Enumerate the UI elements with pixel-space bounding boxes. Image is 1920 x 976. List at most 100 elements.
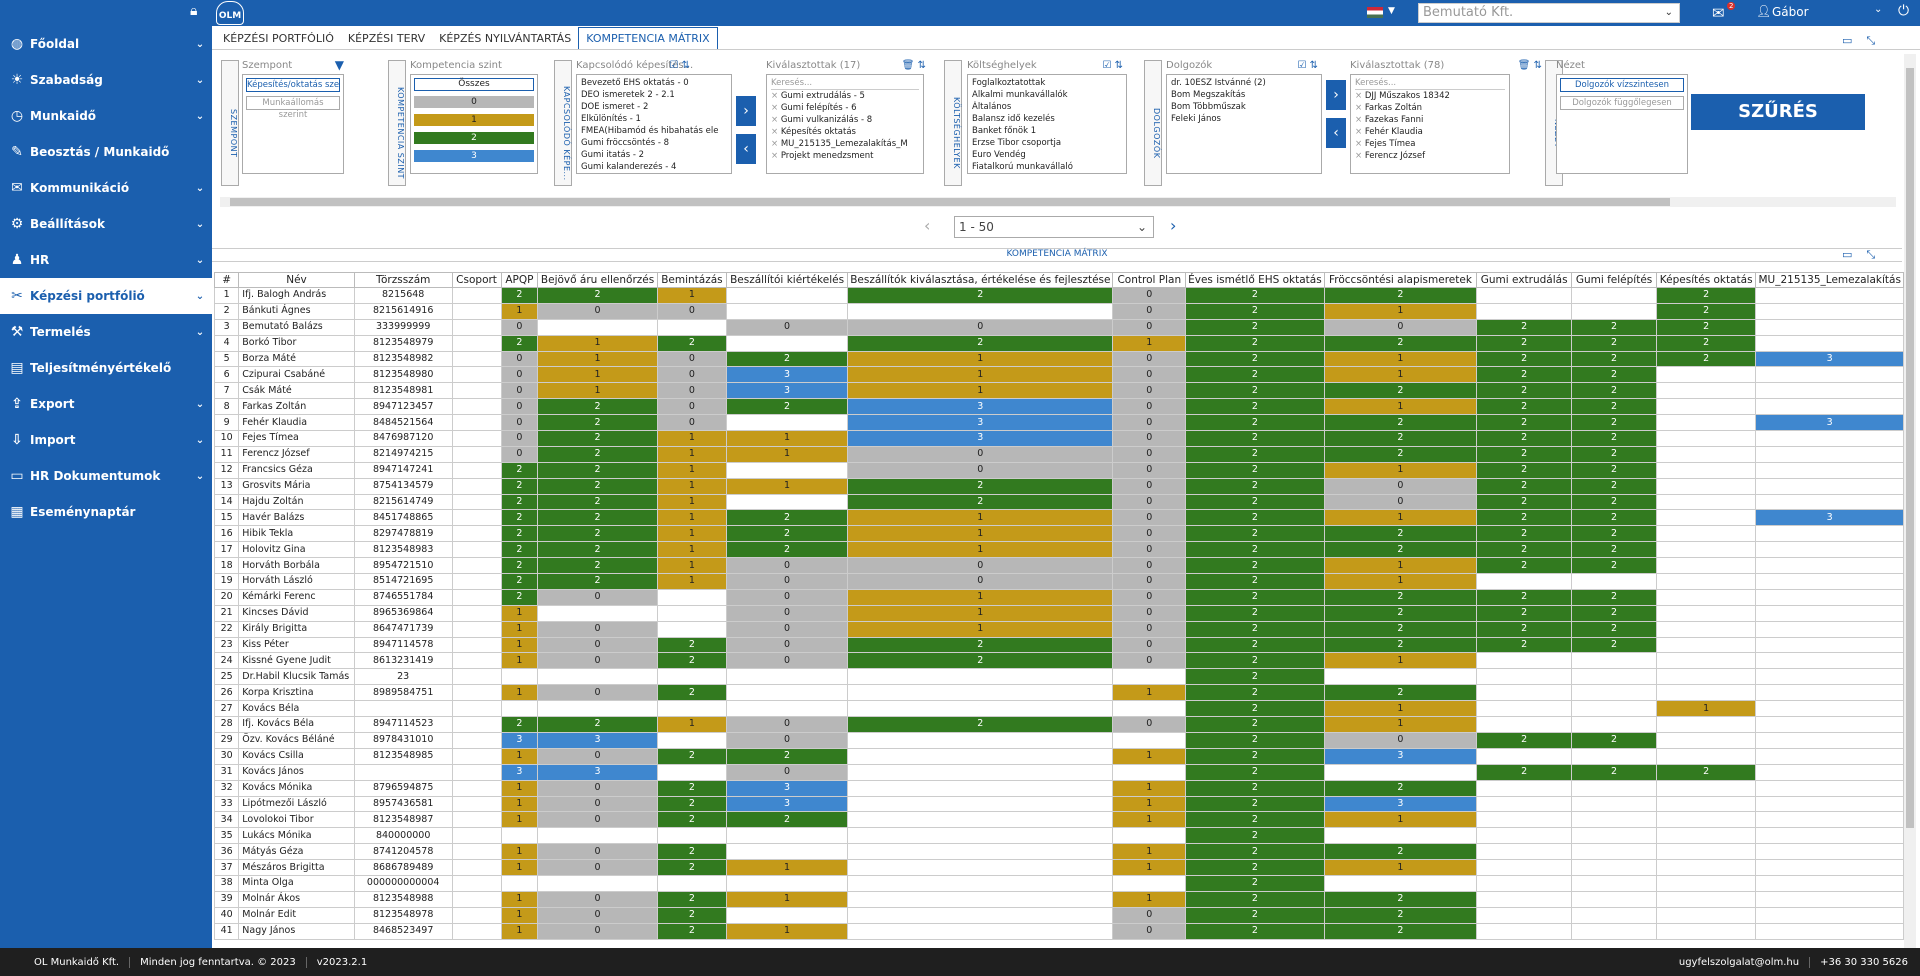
competency-cell[interactable] — [847, 890, 1114, 908]
column-header[interactable]: Név — [238, 272, 355, 288]
competency-cell[interactable]: 1 — [537, 382, 658, 400]
competency-cell[interactable] — [1476, 906, 1573, 924]
competency-cell[interactable] — [1571, 795, 1657, 813]
competency-cell[interactable]: 2 — [1185, 906, 1325, 924]
list-item[interactable]: Bevezető EHS oktatás - 0 — [581, 77, 727, 89]
list-item[interactable]: × Fejes Tímea — [1355, 138, 1505, 150]
competency-cell[interactable]: 2 — [656, 811, 727, 829]
competency-cell[interactable]: 2 — [1476, 763, 1573, 781]
competency-cell[interactable]: 0 — [725, 763, 849, 781]
remove-selected-button[interactable]: ‹ — [736, 134, 756, 164]
tab-3[interactable]: KOMPETENCIA MÁTRIX — [578, 27, 718, 49]
competency-cell[interactable] — [725, 302, 849, 320]
sidebar-item-3[interactable]: ✎ Beosztás / Munkaidő — [0, 134, 212, 170]
competency-cell[interactable]: 2 — [500, 573, 539, 590]
competency-cell[interactable] — [1476, 890, 1573, 908]
competency-cell[interactable]: 0 — [1323, 477, 1478, 495]
competency-cell[interactable]: 1 — [725, 890, 849, 908]
competency-cell[interactable] — [847, 874, 1114, 892]
remove-icon[interactable]: × — [1355, 115, 1365, 125]
competency-cell[interactable]: 1 — [1323, 461, 1478, 479]
competency-cell[interactable] — [1323, 668, 1478, 686]
competency-cell[interactable]: 2 — [537, 573, 658, 590]
competency-cell[interactable] — [1755, 906, 1904, 924]
competency-cell[interactable] — [1571, 652, 1657, 670]
competency-cell[interactable]: 2 — [1476, 445, 1573, 463]
competency-cell[interactable]: 0 — [537, 747, 658, 765]
competency-cell[interactable] — [1655, 414, 1757, 432]
competency-cell[interactable]: 2 — [725, 525, 849, 543]
competency-cell[interactable]: 1 — [1655, 700, 1757, 718]
competency-cell[interactable]: 2 — [500, 509, 539, 527]
competency-cell[interactable]: 0 — [500, 398, 539, 416]
remove-icon[interactable]: × — [1355, 151, 1365, 161]
competency-cell[interactable]: 1 — [537, 334, 658, 352]
competency-cell[interactable]: 1 — [500, 859, 539, 876]
competency-cell[interactable]: 2 — [847, 716, 1114, 733]
table-row[interactable]: 29 Özv. Kovács Béláné 8978431010 3 3 0 2 0 2 2 — [214, 731, 1904, 749]
competency-cell[interactable]: 2 — [1655, 318, 1757, 336]
column-header[interactable]: Fröccsöntési alapismeretek — [1323, 272, 1478, 288]
competency-cell[interactable] — [1571, 811, 1657, 829]
competency-cell[interactable] — [1655, 573, 1757, 590]
table-row[interactable]: 25 Dr.Habil Klucsik Tamás 23 2 — [214, 668, 1904, 686]
tab-0[interactable]: KÉPZÉSI PORTFÓLIÓ — [223, 32, 334, 45]
view-horizontal-option[interactable]: Dolgozók vízszintesen — [1560, 78, 1684, 92]
competency-cell[interactable]: 2 — [1185, 493, 1325, 511]
user-name[interactable]: Gábor — [1772, 5, 1809, 19]
competency-cell[interactable] — [1655, 445, 1757, 463]
competency-cell[interactable]: 0 — [725, 588, 849, 606]
competency-cell[interactable]: 2 — [725, 509, 849, 527]
competency-cell[interactable] — [1571, 906, 1657, 924]
list-item[interactable]: × Ferencz József — [1355, 150, 1505, 162]
competency-cell[interactable] — [1112, 700, 1187, 718]
competency-cell[interactable]: 2 — [537, 414, 658, 432]
competency-cell[interactable]: 1 — [1112, 779, 1187, 797]
competency-cell[interactable] — [1755, 843, 1904, 861]
table-row[interactable]: 31 Kovács János 3 3 0 2 2 2 2 — [214, 763, 1904, 781]
competency-cell[interactable]: 3 — [1323, 747, 1478, 765]
competency-cell[interactable] — [1476, 668, 1573, 686]
competency-cell[interactable] — [1655, 604, 1757, 622]
sidebar-item-11[interactable]: ⇩ Import ⌄ — [0, 422, 212, 458]
remove-icon[interactable]: × — [771, 127, 781, 137]
competency-cell[interactable] — [537, 604, 658, 622]
competency-cell[interactable]: 1 — [656, 716, 727, 733]
competency-cell[interactable]: 1 — [500, 890, 539, 908]
competency-cell[interactable]: 1 — [847, 620, 1114, 638]
competency-cell[interactable]: 1 — [656, 509, 727, 527]
power-icon[interactable]: ⏻ — [1898, 3, 1910, 19]
competency-cell[interactable]: 0 — [537, 922, 658, 940]
competency-cell[interactable]: 0 — [656, 366, 727, 384]
competency-cell[interactable]: 2 — [1185, 874, 1325, 892]
competency-cell[interactable] — [1112, 668, 1187, 686]
competency-cell[interactable]: 0 — [1112, 636, 1187, 654]
footer-email[interactable]: ugyfelszolgalat@olm.hu — [1669, 956, 1811, 968]
list-item[interactable]: Elkülönítés - 1 — [581, 113, 727, 125]
sort-icon[interactable]: ⇅ — [1114, 60, 1123, 71]
competency-cell[interactable] — [847, 906, 1114, 924]
table-row[interactable]: 14 Hajdu Zoltán 8215614749 2 2 1 2 0 2 0 2 2 — [214, 493, 1904, 511]
competency-cell[interactable]: 0 — [1112, 445, 1187, 463]
chevron-down-icon[interactable]: ⌄ — [1874, 4, 1883, 15]
competency-cell[interactable]: 2 — [1571, 493, 1657, 511]
competency-cell[interactable]: 2 — [1185, 620, 1325, 638]
competency-cell[interactable]: 0 — [1112, 509, 1187, 527]
trash-icon[interactable]: 🗑︎ — [1517, 60, 1531, 71]
competency-cell[interactable]: 2 — [537, 477, 658, 495]
competency-cell[interactable]: 2 — [1185, 779, 1325, 797]
competency-cell[interactable] — [1571, 747, 1657, 765]
competency-cell[interactable] — [725, 414, 849, 432]
competency-cell[interactable] — [1755, 430, 1904, 447]
competency-cell[interactable]: 0 — [1112, 366, 1187, 384]
competency-cell[interactable]: 0 — [500, 414, 539, 432]
competency-cell[interactable]: 2 — [1323, 636, 1478, 654]
competency-cell[interactable] — [1655, 620, 1757, 638]
prev-page-icon[interactable]: ‹ — [924, 216, 931, 235]
competency-cell[interactable] — [1655, 557, 1757, 575]
competency-cell[interactable] — [1476, 795, 1573, 813]
competency-cell[interactable]: 2 — [1571, 620, 1657, 638]
competency-cell[interactable] — [1571, 779, 1657, 797]
competency-cell[interactable] — [1755, 859, 1904, 876]
competency-cell[interactable] — [656, 668, 727, 686]
